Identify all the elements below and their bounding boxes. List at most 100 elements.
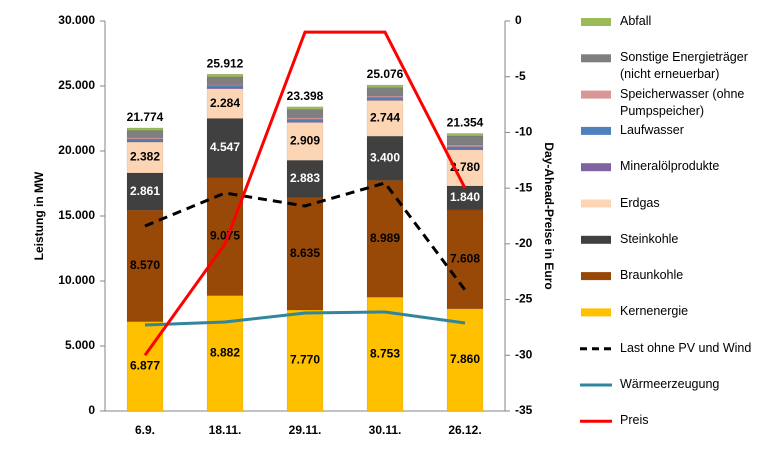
bar-segment — [366, 135, 404, 181]
y-tick-label: 5.000 — [65, 338, 95, 352]
bar-label: 2.284 — [210, 96, 240, 110]
legend-marker — [581, 235, 611, 244]
x-tick-label: 6.9. — [135, 423, 155, 437]
bar-label: 6.877 — [130, 358, 160, 372]
legend-marker — [581, 199, 611, 208]
bar-segment — [286, 122, 324, 161]
x-tick-label: 26.12. — [448, 423, 481, 437]
bar-segment — [206, 73, 244, 77]
legend-label: Laufwasser — [620, 122, 684, 137]
legend-label: Sonstige Energieträger (nicht erneuerbar… — [620, 50, 748, 82]
bar-label: 8.753 — [370, 346, 400, 360]
legend-label: Last ohne PV und Wind — [620, 340, 752, 355]
bar-label: 8.570 — [130, 258, 160, 272]
line-series — [143, 30, 467, 357]
legend-marker — [581, 272, 611, 281]
line-series — [144, 310, 466, 327]
line-series — [144, 181, 467, 291]
y2-tick-label: 0 — [515, 13, 522, 27]
bar-label: 2.382 — [130, 150, 160, 164]
y-tick-label: 10.000 — [58, 273, 95, 287]
y2-tick-label: -30 — [515, 347, 533, 361]
bar-segment — [286, 118, 324, 122]
legend-marker — [581, 163, 611, 172]
legend-marker — [581, 18, 611, 26]
bar-segment — [286, 160, 324, 198]
legend-marker — [581, 126, 611, 135]
y2-tick-label: -5 — [515, 69, 526, 83]
bar-label: 1.840 — [450, 190, 480, 204]
bar-segment — [366, 84, 404, 88]
bar-label: 7.770 — [290, 353, 320, 367]
bar-segment — [446, 135, 484, 146]
bar-segment — [206, 88, 244, 119]
bar-segment — [126, 130, 164, 138]
bar-segment — [206, 76, 244, 85]
y2-tick-label: -35 — [515, 403, 533, 417]
bar-segment — [126, 127, 164, 131]
x-tick-label: 29.11. — [289, 423, 322, 437]
y2-tick-label: -20 — [515, 236, 533, 250]
y-tick-label: 0 — [88, 403, 95, 417]
legend-marker — [581, 54, 611, 63]
y-tick-label: 20.000 — [58, 143, 95, 157]
y2-tick-label: -25 — [515, 292, 533, 306]
bar-segment — [446, 146, 484, 149]
bar-segment — [126, 209, 164, 322]
bar-label: 8.882 — [210, 345, 240, 359]
bar-segment — [286, 106, 324, 110]
x-tick-label: 18.11. — [209, 423, 242, 437]
bar-segment — [366, 96, 404, 100]
y-tick-label: 15.000 — [58, 208, 95, 222]
bar-segment — [446, 308, 484, 412]
legend-label: Speicherwasser (ohne Pumpspeicher) — [620, 86, 745, 118]
bar-segment — [206, 87, 244, 90]
total-label: 21.774 — [127, 110, 164, 124]
legend-label: Kernenergie — [620, 304, 689, 319]
bar-label: 7.860 — [450, 352, 480, 366]
total-label: 21.354 — [447, 116, 484, 130]
bar-segment — [126, 141, 164, 174]
y-tick-label: 25.000 — [58, 78, 95, 92]
total-label: 25.912 — [207, 56, 244, 70]
bar-label: 8.989 — [370, 231, 400, 245]
y2-tick-label: -15 — [515, 180, 533, 194]
bar-segment — [206, 118, 244, 178]
bar-segment — [286, 109, 324, 119]
y-tick-label: 30.000 — [58, 13, 95, 27]
bar-label: 9.075 — [210, 229, 240, 243]
bar-segment — [366, 87, 404, 97]
y2-axis-title: Day-Ahead-Preise in Euro — [542, 142, 556, 289]
bar-label: 7.608 — [450, 252, 480, 266]
bar-segment — [126, 137, 164, 140]
bar-segment — [206, 85, 244, 88]
bar-segment — [446, 209, 484, 310]
legend-label: Mineralölprodukte — [620, 159, 720, 174]
bar-segment — [286, 197, 324, 311]
legend-label: Steinkohle — [620, 231, 679, 246]
legend-label: Abfall — [620, 14, 652, 28]
bar-label: 8.635 — [290, 246, 320, 260]
bar-label: 2.883 — [290, 171, 320, 185]
bar-segment — [126, 172, 164, 211]
bar-segment — [126, 138, 164, 141]
y-axis-title: Leistung in MW — [32, 171, 46, 260]
legend-marker — [581, 308, 611, 317]
legend-label: Preis — [620, 413, 649, 428]
y2-tick-label: -10 — [515, 125, 533, 139]
legend-label: Wärmeerzeugung — [620, 377, 720, 391]
x-tick-label: 30.11. — [369, 423, 402, 437]
legend-label: Erdgas — [620, 195, 660, 210]
bar-segment — [366, 100, 404, 137]
bar-label: 3.400 — [370, 150, 400, 164]
total-label: 25.076 — [367, 67, 404, 81]
bar-segment — [446, 133, 484, 137]
bar-segment — [206, 177, 244, 296]
total-label: 23.398 — [287, 89, 324, 103]
bar-label: 2.909 — [290, 134, 320, 148]
bar-label: 4.547 — [210, 140, 240, 154]
legend-marker — [581, 90, 611, 99]
bar-segment — [366, 296, 404, 412]
